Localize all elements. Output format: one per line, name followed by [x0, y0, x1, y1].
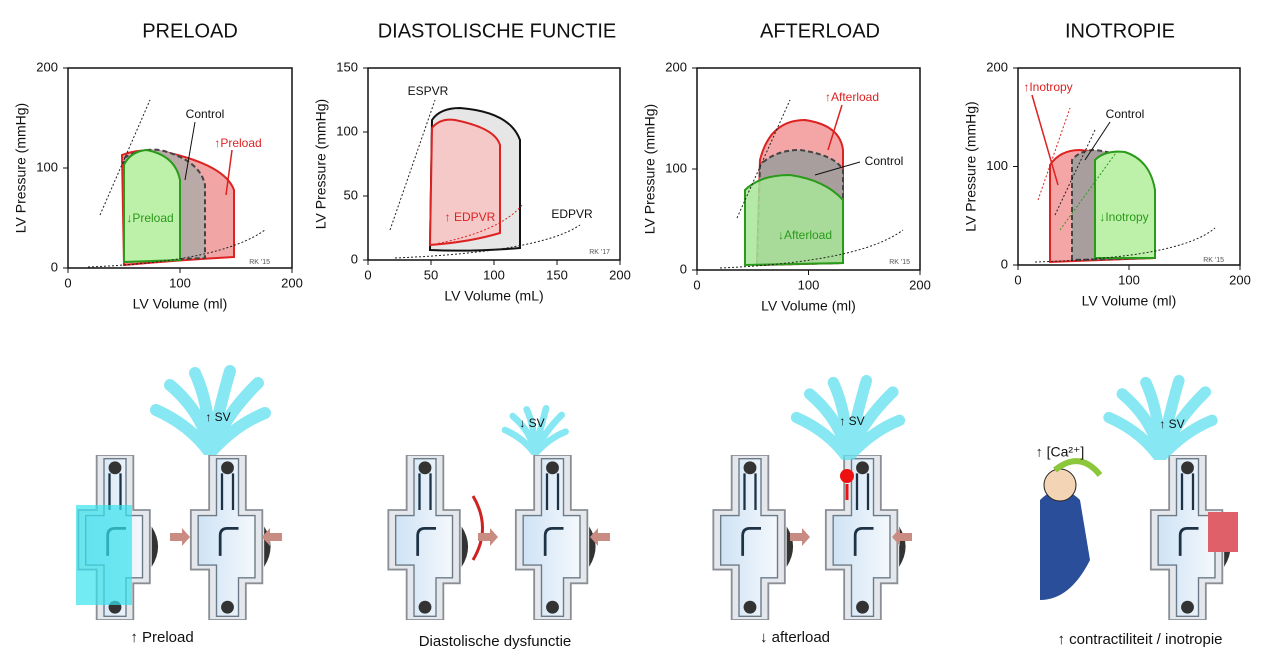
x-axis-label: LV Volume (ml): [133, 296, 228, 312]
annotation: EDPVR: [551, 207, 593, 221]
annotation: ↑Afterload: [825, 90, 879, 104]
pv-loops: [87, 99, 266, 268]
y-tick-label: 0: [351, 251, 358, 266]
y-tick-label: 0: [680, 261, 687, 276]
y-tick-label: 100: [665, 160, 687, 175]
y-tick-label: 50: [344, 187, 358, 202]
sv-label: ↓ SV: [519, 416, 544, 430]
x-tick-label: 150: [546, 267, 568, 282]
panel-title: INOTROPIE: [1065, 20, 1175, 42]
annotation: Control: [865, 154, 904, 168]
panel-title: DIASTOLISCHE FUNCTIE: [378, 20, 617, 42]
x-tick-label: 200: [1229, 272, 1251, 287]
annotation: ESPVR: [408, 84, 449, 98]
x-tick-label: 0: [64, 275, 71, 290]
y-axis-label: LV Pressure (mmHg): [13, 103, 29, 233]
signature: RK '17: [589, 249, 610, 256]
x-axis-label: LV Volume (ml): [761, 298, 856, 314]
y-tick-label: 100: [336, 123, 358, 138]
y-axis-label: LV Pressure (mmHg): [313, 99, 329, 229]
y-tick-label: 100: [36, 159, 58, 174]
y-tick-label: 200: [986, 59, 1008, 74]
y-tick-label: 100: [986, 158, 1008, 173]
annotation: ↓Afterload: [778, 228, 832, 242]
signature: RK '15: [889, 259, 910, 266]
annotation: ↑ EDPVR: [445, 210, 496, 224]
annotation: ↑Preload: [214, 136, 261, 150]
pv-loops: [1031, 94, 1216, 264]
x-tick-label: 200: [609, 267, 631, 282]
x-tick-label: 100: [169, 275, 191, 290]
y-tick-label: 150: [336, 59, 358, 74]
sv-label: ↑ SV: [205, 410, 230, 424]
y-tick-label: 200: [36, 59, 58, 74]
x-axis-label: LV Volume (ml): [1082, 293, 1177, 309]
x-tick-label: 50: [424, 267, 438, 282]
x-tick-label: 100: [1118, 272, 1140, 287]
y-tick-label: 0: [1001, 256, 1008, 271]
x-tick-label: 0: [1014, 272, 1021, 287]
annotation: ↓Preload: [126, 211, 173, 225]
caption: ↑ contractiliteit / inotropie: [1057, 631, 1222, 648]
signature: RK '15: [249, 259, 270, 266]
annotation: Control: [1106, 107, 1145, 121]
x-tick-label: 0: [693, 277, 700, 292]
caption: Diastolische dysfunctie: [419, 633, 572, 650]
y-tick-label: 0: [51, 259, 58, 274]
sv-label: ↑ SV: [1159, 417, 1184, 431]
x-axis-label: LV Volume (mL): [444, 288, 543, 304]
y-axis-label: LV Pressure (mmHg): [642, 104, 658, 234]
annotation: Control: [186, 107, 225, 121]
sv-label: ↑ SV: [839, 414, 864, 428]
pump-illustrations: [76, 371, 1238, 620]
signature: RK '15: [1203, 257, 1224, 264]
x-tick-label: 0: [364, 267, 371, 282]
annotation: ↓Inotropy: [1099, 210, 1148, 224]
x-tick-label: 200: [281, 275, 303, 290]
y-axis-label: LV Pressure (mmHg): [963, 101, 979, 231]
pv-loops: [719, 99, 904, 269]
annotation: ↑Inotropy: [1023, 80, 1072, 94]
y-tick-label: 200: [665, 59, 687, 74]
x-tick-label: 100: [798, 277, 820, 292]
panel-title: PRELOAD: [142, 20, 238, 42]
caption: ↓ afterload: [760, 629, 830, 646]
x-tick-label: 100: [483, 267, 505, 282]
panel-title: AFTERLOAD: [760, 20, 880, 42]
calcium-label: ↑ [Ca²⁺]: [1036, 444, 1085, 460]
caption: ↑ Preload: [130, 629, 193, 646]
pv-loops: [389, 99, 581, 259]
x-tick-label: 200: [909, 277, 931, 292]
